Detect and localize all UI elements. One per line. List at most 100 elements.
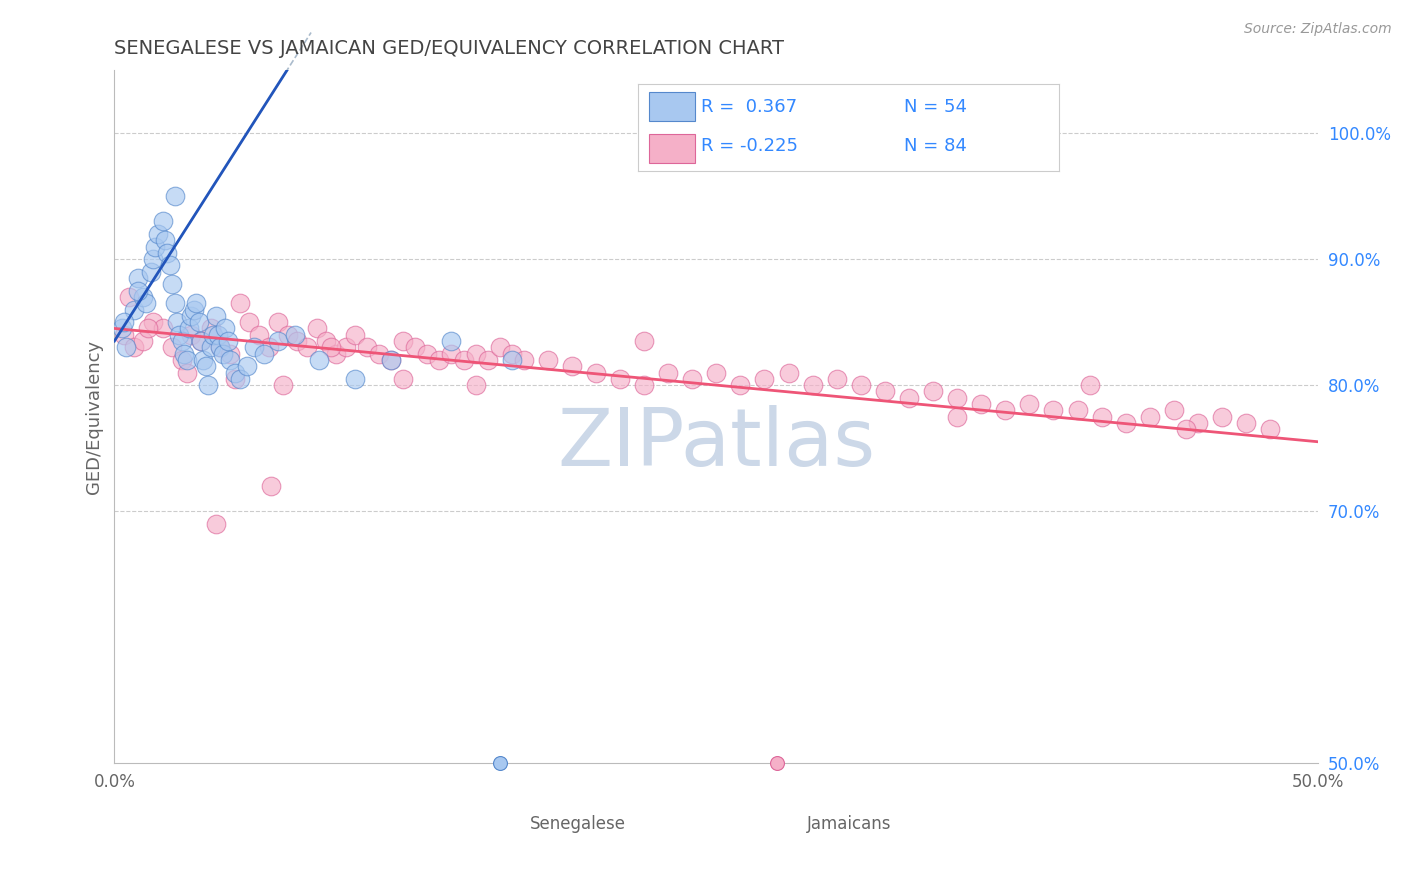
Point — [146, 227, 169, 241]
Point — [190, 334, 212, 348]
Point — [657, 366, 679, 380]
Point — [453, 353, 475, 368]
Point — [801, 378, 824, 392]
Point — [135, 296, 157, 310]
Point — [177, 321, 200, 335]
Point — [204, 309, 226, 323]
Text: SENEGALESE VS JAMAICAN GED/EQUIVALENCY CORRELATION CHART: SENEGALESE VS JAMAICAN GED/EQUIVALENCY C… — [114, 38, 785, 58]
Point — [754, 372, 776, 386]
Point — [190, 334, 212, 348]
Point — [429, 353, 451, 368]
Point — [440, 334, 463, 348]
Point — [180, 309, 202, 323]
Point — [512, 353, 534, 368]
Point — [287, 334, 309, 348]
Point — [200, 321, 222, 335]
Point — [356, 340, 378, 354]
Point — [186, 296, 208, 310]
Point — [994, 403, 1017, 417]
Point — [183, 302, 205, 317]
Point — [143, 239, 166, 253]
Point — [267, 315, 290, 329]
Point — [209, 340, 232, 354]
Point — [501, 346, 523, 360]
Point — [305, 321, 328, 335]
Point — [561, 359, 583, 374]
Point — [849, 378, 872, 392]
Point — [1258, 422, 1281, 436]
Point — [176, 353, 198, 368]
Point — [202, 327, 225, 342]
Point — [211, 346, 233, 360]
Point — [633, 378, 655, 392]
Point — [277, 327, 299, 342]
Point — [1115, 416, 1137, 430]
Point — [152, 214, 174, 228]
Point — [873, 384, 896, 399]
Point — [152, 321, 174, 335]
Text: ZIPatlas: ZIPatlas — [557, 405, 876, 483]
Point — [253, 346, 276, 360]
Point — [163, 189, 186, 203]
Point — [392, 334, 415, 348]
Point — [825, 372, 848, 386]
Point — [335, 340, 357, 354]
Point — [142, 315, 165, 329]
Point — [200, 340, 222, 354]
Point — [209, 340, 232, 354]
Point — [1139, 409, 1161, 424]
Point — [380, 353, 402, 368]
Point — [440, 346, 463, 360]
Point — [224, 372, 246, 386]
Point — [488, 340, 510, 354]
Point — [501, 353, 523, 368]
Point — [704, 366, 727, 380]
Point — [257, 340, 280, 354]
Point — [404, 340, 426, 354]
Point — [176, 366, 198, 380]
Point — [1174, 422, 1197, 436]
Point — [922, 384, 945, 399]
Point — [132, 290, 155, 304]
Point — [488, 756, 510, 770]
Point — [153, 233, 176, 247]
Point — [217, 334, 239, 348]
Point — [228, 296, 250, 310]
Point — [308, 353, 330, 368]
Text: Senegalese: Senegalese — [530, 814, 626, 833]
Point — [537, 353, 560, 368]
Point — [243, 340, 266, 354]
Point — [204, 516, 226, 531]
Point — [219, 353, 242, 368]
Point — [633, 334, 655, 348]
Point — [224, 366, 246, 380]
Text: Jamaicans: Jamaicans — [807, 814, 891, 833]
Point — [1090, 409, 1112, 424]
Point — [271, 378, 294, 392]
Point — [946, 409, 969, 424]
Point — [295, 340, 318, 354]
Point — [136, 321, 159, 335]
Point — [122, 302, 145, 317]
Point — [127, 284, 149, 298]
Point — [897, 391, 920, 405]
Point — [464, 378, 486, 392]
Point — [173, 346, 195, 360]
Point — [284, 327, 307, 342]
Point — [609, 372, 631, 386]
Point — [132, 334, 155, 348]
Point — [464, 346, 486, 360]
Point — [156, 246, 179, 260]
Point — [163, 296, 186, 310]
Point — [228, 372, 250, 386]
Y-axis label: GED/Equivalency: GED/Equivalency — [86, 340, 103, 493]
Point — [170, 334, 193, 348]
Point — [118, 290, 141, 304]
Point — [778, 366, 800, 380]
Point — [380, 353, 402, 368]
Point — [730, 378, 752, 392]
Point — [1187, 416, 1209, 430]
Point — [260, 479, 283, 493]
Point — [267, 334, 290, 348]
Point — [219, 346, 242, 360]
